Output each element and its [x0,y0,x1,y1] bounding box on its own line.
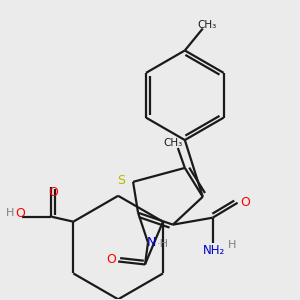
Text: CH₃: CH₃ [164,138,183,148]
Text: H: H [228,240,236,250]
Text: O: O [240,196,250,209]
Text: H: H [6,208,14,218]
Text: O: O [106,254,116,266]
Text: N: N [147,236,157,249]
Text: O: O [15,207,25,220]
Text: NH₂: NH₂ [203,244,225,256]
Text: ·H: ·H [156,239,168,249]
Text: CH₃: CH₃ [198,20,217,30]
Text: O: O [48,186,58,199]
Text: S: S [117,174,125,187]
